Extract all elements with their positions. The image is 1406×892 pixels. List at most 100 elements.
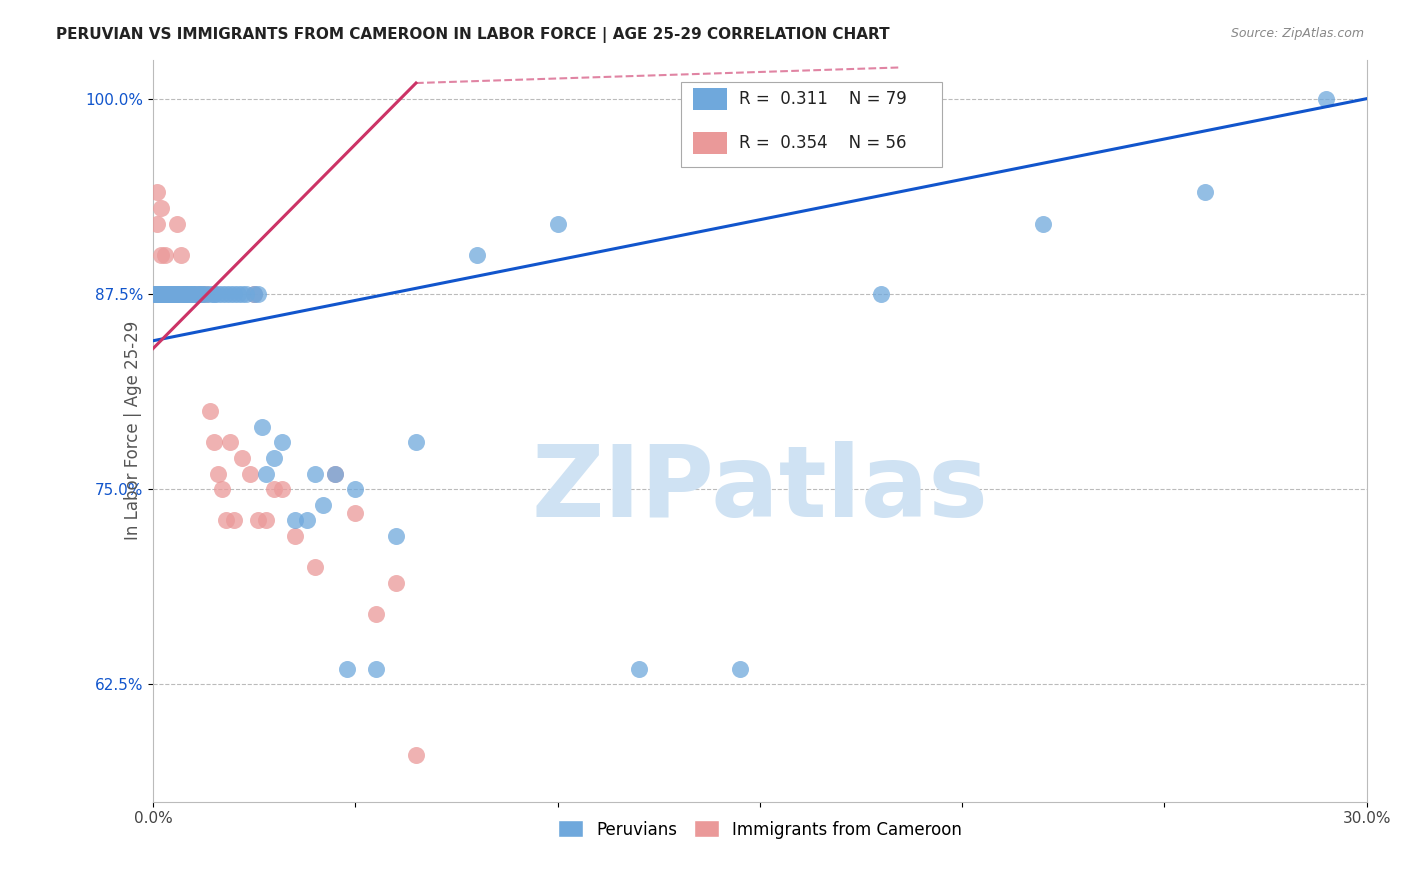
Point bbox=[1032, 217, 1054, 231]
Point bbox=[153, 286, 176, 301]
Point bbox=[150, 286, 173, 301]
Point bbox=[174, 286, 197, 301]
Point bbox=[150, 286, 173, 301]
Point bbox=[166, 286, 188, 301]
Point bbox=[142, 286, 165, 301]
Text: R =  0.354    N = 56: R = 0.354 N = 56 bbox=[740, 134, 907, 152]
Point bbox=[146, 217, 169, 231]
Point bbox=[153, 286, 176, 301]
Point bbox=[166, 286, 188, 301]
Point bbox=[150, 286, 173, 301]
Point bbox=[198, 286, 221, 301]
Point bbox=[247, 513, 270, 527]
Point bbox=[243, 286, 266, 301]
Point bbox=[162, 286, 184, 301]
Point bbox=[202, 286, 225, 301]
Point bbox=[174, 286, 197, 301]
Point bbox=[153, 248, 176, 262]
Point bbox=[162, 286, 184, 301]
Point bbox=[150, 286, 173, 301]
Point bbox=[166, 286, 188, 301]
Point bbox=[162, 286, 184, 301]
Point bbox=[179, 286, 201, 301]
Point bbox=[170, 286, 193, 301]
Point bbox=[153, 286, 176, 301]
Point bbox=[157, 286, 180, 301]
Bar bbox=[693, 87, 727, 110]
Point bbox=[142, 286, 165, 301]
Point bbox=[186, 286, 208, 301]
Point bbox=[312, 498, 335, 512]
Point bbox=[190, 286, 212, 301]
Point bbox=[157, 286, 180, 301]
Point bbox=[235, 286, 257, 301]
Point bbox=[157, 286, 180, 301]
Point bbox=[219, 286, 242, 301]
Y-axis label: In Labor Force | Age 25-29: In Labor Force | Age 25-29 bbox=[124, 321, 142, 541]
Point bbox=[211, 286, 233, 301]
Point bbox=[146, 286, 169, 301]
Point bbox=[153, 286, 176, 301]
Point bbox=[336, 662, 359, 676]
FancyBboxPatch shape bbox=[681, 82, 942, 167]
Point bbox=[728, 662, 751, 676]
Point bbox=[186, 286, 208, 301]
Point bbox=[179, 286, 201, 301]
Point bbox=[284, 529, 307, 543]
Point bbox=[170, 286, 193, 301]
Legend: Peruvians, Immigrants from Cameroon: Peruvians, Immigrants from Cameroon bbox=[551, 814, 969, 846]
Point bbox=[157, 286, 180, 301]
Point bbox=[179, 286, 201, 301]
Point bbox=[364, 662, 387, 676]
Point bbox=[254, 467, 277, 481]
Point bbox=[323, 467, 346, 481]
Point bbox=[150, 286, 173, 301]
Point bbox=[271, 435, 294, 450]
Point bbox=[162, 286, 184, 301]
Point bbox=[146, 286, 169, 301]
Point bbox=[162, 286, 184, 301]
Point bbox=[194, 286, 217, 301]
Point bbox=[215, 513, 238, 527]
Point bbox=[150, 248, 173, 262]
Point bbox=[304, 467, 326, 481]
Point bbox=[254, 513, 277, 527]
Point bbox=[547, 217, 569, 231]
Point bbox=[323, 467, 346, 481]
Point bbox=[146, 186, 169, 200]
Point bbox=[284, 513, 307, 527]
Point bbox=[153, 286, 176, 301]
Point bbox=[142, 286, 165, 301]
Point bbox=[153, 286, 176, 301]
Point bbox=[157, 286, 180, 301]
Point bbox=[166, 217, 188, 231]
Point bbox=[157, 286, 180, 301]
Point bbox=[183, 286, 205, 301]
Point bbox=[170, 248, 193, 262]
Point bbox=[219, 435, 242, 450]
Point bbox=[174, 286, 197, 301]
Point bbox=[198, 404, 221, 418]
Point bbox=[344, 482, 367, 496]
Point bbox=[405, 747, 427, 762]
Point bbox=[186, 286, 208, 301]
Point bbox=[146, 286, 169, 301]
Point bbox=[231, 286, 253, 301]
Point bbox=[202, 286, 225, 301]
Point bbox=[627, 662, 650, 676]
Point bbox=[215, 286, 238, 301]
Point bbox=[465, 248, 488, 262]
Point bbox=[150, 201, 173, 215]
Point bbox=[243, 286, 266, 301]
Point bbox=[1194, 186, 1216, 200]
Point bbox=[364, 607, 387, 621]
Point bbox=[174, 286, 197, 301]
Point bbox=[150, 286, 173, 301]
Bar bbox=[693, 132, 727, 153]
Point bbox=[222, 513, 245, 527]
Point bbox=[231, 450, 253, 465]
Point bbox=[239, 467, 262, 481]
Text: R =  0.311    N = 79: R = 0.311 N = 79 bbox=[740, 90, 907, 108]
Point bbox=[211, 482, 233, 496]
Point bbox=[202, 435, 225, 450]
